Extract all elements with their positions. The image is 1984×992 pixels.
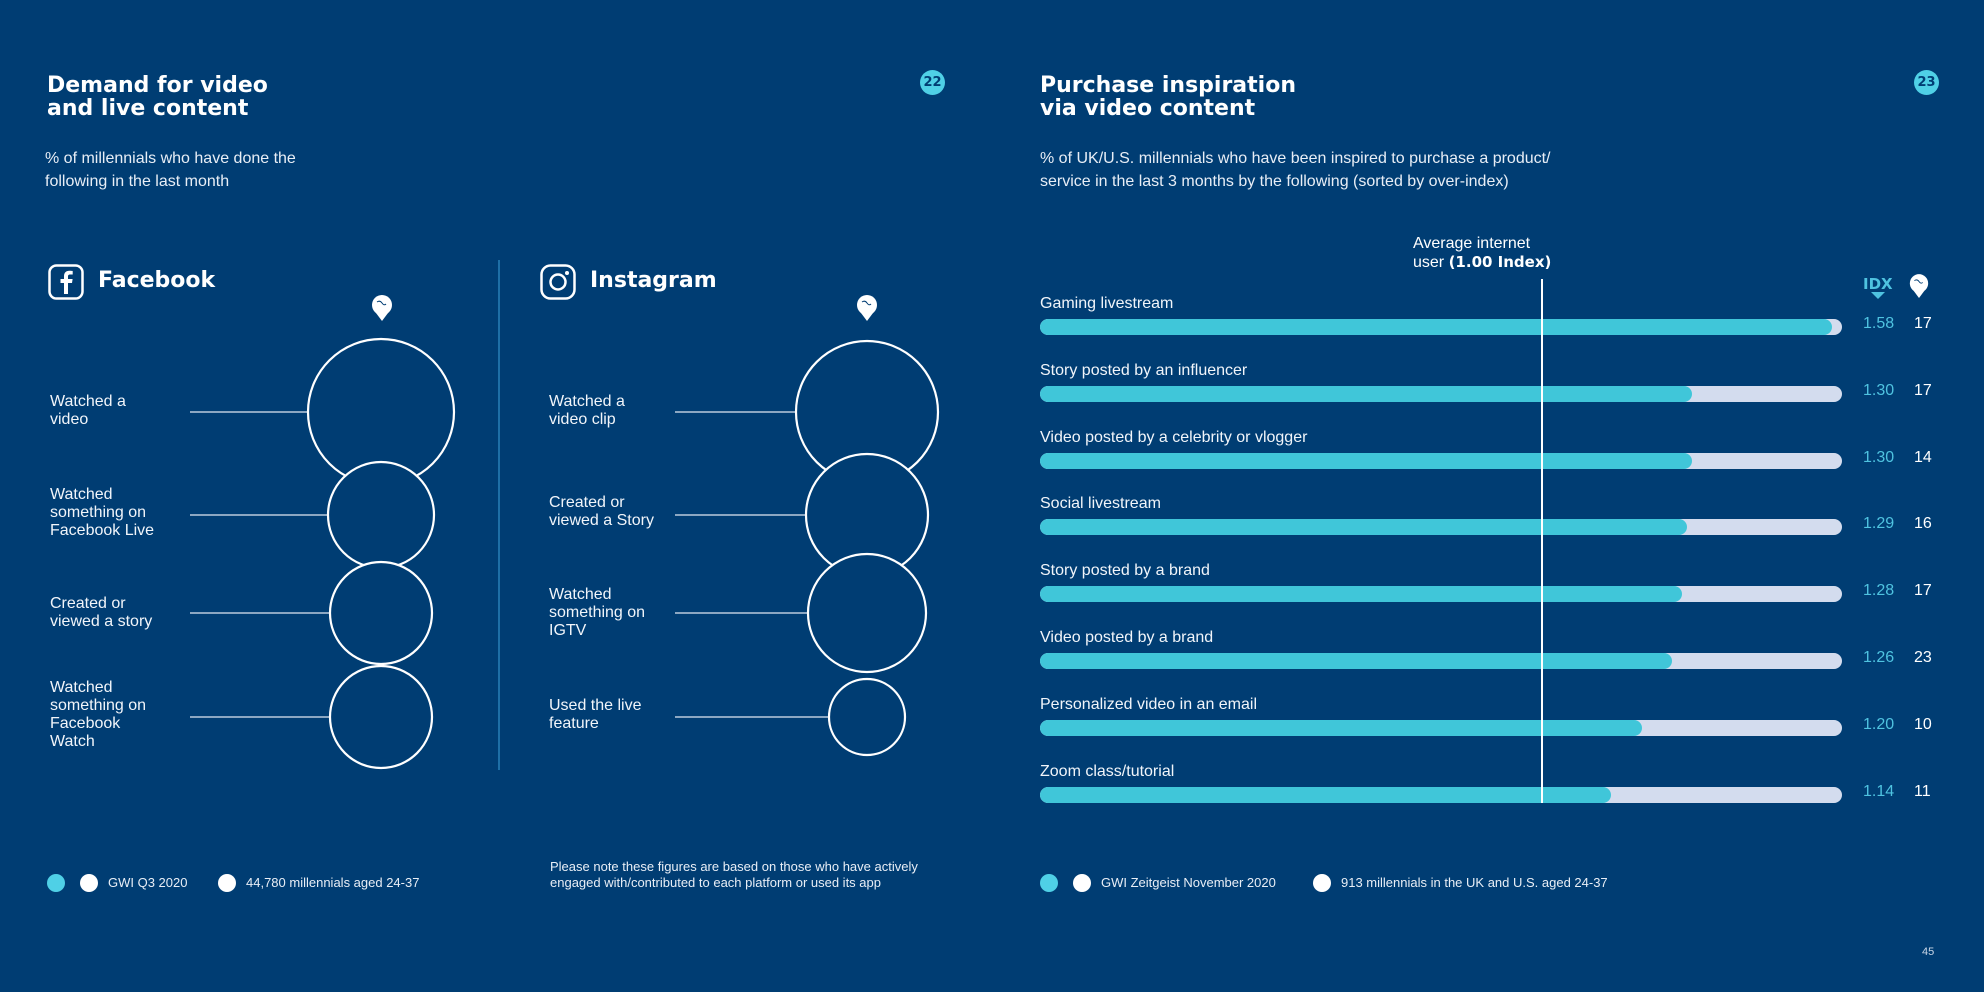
- left-page-badge: 22: [920, 70, 945, 95]
- people-icon: [1313, 874, 1331, 892]
- right-source: GWI Zeitgeist November 2020: [1101, 875, 1276, 890]
- bar-fill: [1040, 452, 1692, 469]
- average-user-label-line2: user (1.00 Index): [1413, 253, 1551, 272]
- average-user-label: Average internet user (1.00 Index): [1413, 234, 1551, 272]
- bar-percentage-value: 11: [1914, 782, 1931, 800]
- facebook-bubble: [328, 664, 434, 770]
- bar-percentage-value: 17: [1914, 582, 1932, 600]
- facebook-bubble: [328, 560, 434, 666]
- facebook-item-label: Watched something on Facebook Watch: [50, 679, 147, 750]
- instagram-title: Instagram: [590, 268, 717, 293]
- bar-track: [1040, 319, 1842, 335]
- bar-index-value: 1.30: [1863, 448, 1895, 466]
- instagram-item-label: Created or viewed a Story: [549, 494, 654, 529]
- bar-track: [1040, 519, 1842, 536]
- instagram-item-label: Watched something on IGTV: [549, 586, 646, 639]
- source-icon: [47, 874, 65, 892]
- people-icon: [218, 874, 236, 892]
- bar-fill: [1040, 653, 1672, 669]
- bar-percentage-value: 16: [1914, 515, 1932, 533]
- bar-index-value: 1.20: [1863, 715, 1895, 733]
- bar-category-label: Video posted by a celebrity or vlogger: [1040, 428, 1308, 446]
- left-page-subtitle: % of millennials who have done the follo…: [45, 150, 296, 190]
- facebook-icon: [48, 264, 84, 300]
- section-divider: [498, 260, 500, 770]
- right-page-title: Purchase inspiration via video content: [1040, 73, 1296, 121]
- world-pin-icon: [855, 294, 879, 324]
- average-user-label-line1: Average internet: [1413, 235, 1531, 252]
- bar-index-value: 1.58: [1863, 315, 1895, 332]
- instagram-icon: [540, 264, 576, 300]
- instagram-bubble: [827, 677, 907, 757]
- bar-fill: [1040, 586, 1682, 603]
- bar-category-label: Personalized video in an email: [1040, 695, 1258, 713]
- bar-fill: [1040, 719, 1642, 736]
- facebook-bubble: [326, 460, 436, 570]
- bar-percentage-value: 14: [1914, 448, 1932, 466]
- bar-percentage-value: 17: [1914, 381, 1932, 399]
- world-pin-icon: [1908, 273, 1930, 301]
- bar-index-value: 1.29: [1863, 515, 1895, 533]
- bar-track: [1040, 653, 1842, 669]
- bar-category-label: Video posted by a brand: [1040, 629, 1214, 646]
- left-base: 44,780 millennials aged 24-37: [246, 875, 420, 890]
- bar-index-value: 1.14: [1863, 782, 1895, 800]
- idx-header: IDX: [1863, 275, 1893, 293]
- instagram-item-label: Used the live feature: [549, 697, 642, 732]
- bar-track: [1040, 385, 1842, 402]
- world-pin-icon: [370, 294, 394, 324]
- bar-category-label: Story posted by an influencer: [1040, 361, 1248, 379]
- right-page-badge: 23: [1914, 70, 1939, 95]
- facebook-bubble-chart: [190, 337, 456, 770]
- purchase-inspiration-bar-chart: Gaming livestream 1.58 17 Story posted by a…: [1040, 0, 1980, 820]
- bar-index-value: 1.26: [1863, 649, 1895, 666]
- bar-index-value: 1.28: [1863, 582, 1895, 600]
- bar-category-label: Social livestream: [1040, 495, 1161, 513]
- bar-percentage-value: 10: [1914, 715, 1932, 733]
- bar-category-label: Story posted by a brand: [1040, 562, 1210, 580]
- bar-fill: [1040, 319, 1832, 335]
- bar-fill: [1040, 519, 1687, 536]
- instagram-bubble-chart: [675, 339, 940, 757]
- platform-note: Please note these figures are based on t…: [550, 859, 918, 890]
- instagram-item-label: Watched a video clip: [549, 393, 625, 428]
- facebook-item-label: Watched a video: [50, 393, 126, 428]
- globe-icon: [1073, 874, 1091, 892]
- facebook-title: Facebook: [98, 268, 216, 293]
- page-number: 45: [1922, 946, 1935, 958]
- average-index-reference-line: [1541, 279, 1544, 803]
- right-page-subtitle: % of UK/U.S. millennials who have been i…: [1040, 150, 1551, 190]
- right-base: 913 millennials in the UK and U.S. aged …: [1341, 875, 1608, 890]
- bar-percentage-value: 23: [1914, 649, 1932, 666]
- bar-track: [1040, 586, 1842, 603]
- left-page-title: Demand for video and live content: [47, 73, 268, 121]
- bar-track: [1040, 786, 1842, 803]
- idx-arrow-icon: [1871, 292, 1885, 299]
- bar-percentage-value: 17: [1914, 315, 1932, 332]
- bar-fill: [1040, 786, 1612, 803]
- average-user-index: (1.00 Index): [1448, 253, 1552, 271]
- source-icon: [1040, 874, 1058, 892]
- bar-category-label: Gaming livestream: [1040, 295, 1174, 312]
- average-user-label-prefix: user: [1413, 254, 1449, 271]
- bar-category-label: Zoom class/tutorial: [1040, 762, 1175, 780]
- bar-fill: [1040, 385, 1692, 402]
- instagram-bubble: [806, 552, 928, 674]
- bar-track: [1040, 719, 1842, 736]
- globe-icon: [80, 874, 98, 892]
- facebook-item-label: Created or viewed a story: [50, 595, 153, 630]
- facebook-item-label: Watched something on Facebook Live: [50, 486, 155, 539]
- left-source: GWI Q3 2020: [108, 875, 188, 890]
- bar-track: [1040, 452, 1842, 469]
- bar-index-value: 1.30: [1863, 381, 1895, 399]
